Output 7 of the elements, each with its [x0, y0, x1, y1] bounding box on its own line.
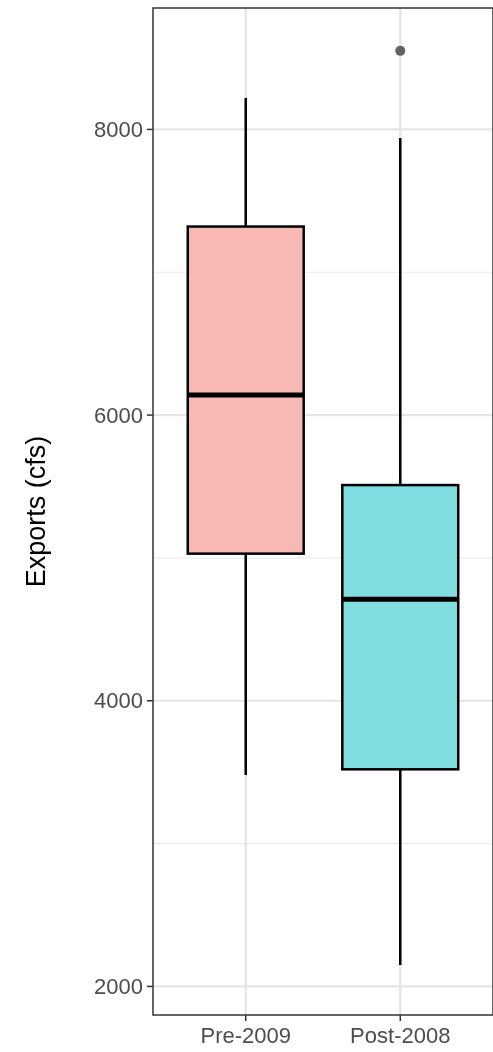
y-tick-label: 4000 — [94, 688, 143, 714]
y-tick-label: 2000 — [94, 974, 143, 1000]
y-tick-label: 8000 — [94, 117, 143, 143]
y-axis-title: Exports (cfs) — [21, 435, 51, 588]
y-tick-label: 6000 — [94, 402, 143, 428]
x-tick-label: Post-2008 — [350, 1023, 451, 1048]
x-tick-label: Pre-2009 — [200, 1023, 291, 1048]
